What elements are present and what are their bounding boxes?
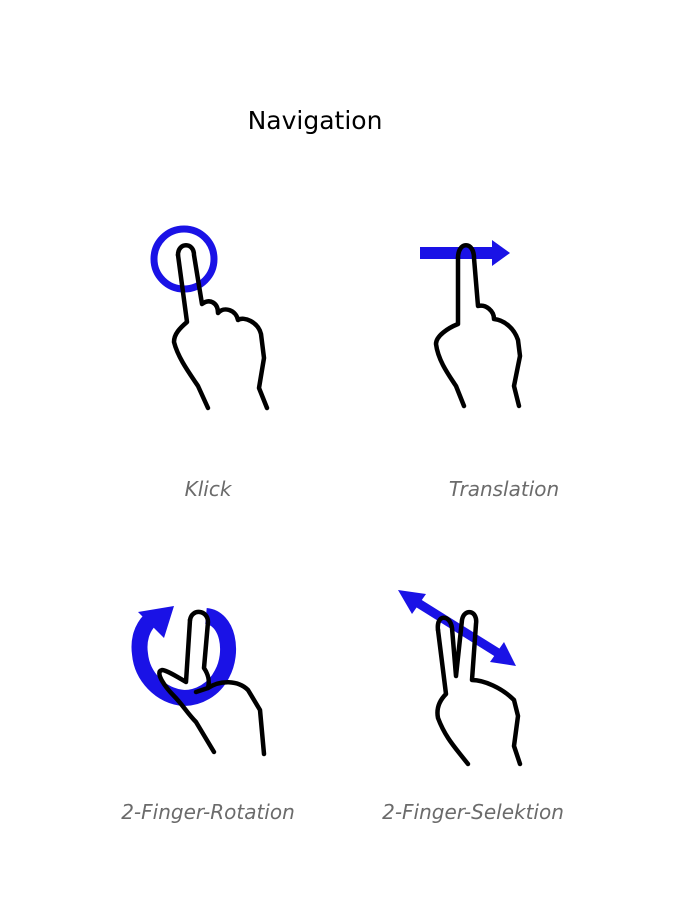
page-title: Navigation [247,106,383,135]
gesture-label-2-finger-rotation: 2-Finger-Rotation [121,800,295,824]
two-finger-select-icon [398,590,523,767]
gesture-2-finger-rotation [128,600,278,760]
gesture-2-finger-selektion [398,584,528,769]
drag-gesture-icon [420,240,523,409]
gesture-translation [418,236,528,411]
gesture-klick [140,218,280,413]
tap-gesture-icon [150,225,270,411]
gesture-label-klick: Klick [184,477,232,501]
gesture-label-2-finger-selektion: 2-Finger-Selektion [382,800,564,824]
gesture-label-translation: Translation [448,477,560,501]
two-finger-rotate-icon [131,606,267,757]
